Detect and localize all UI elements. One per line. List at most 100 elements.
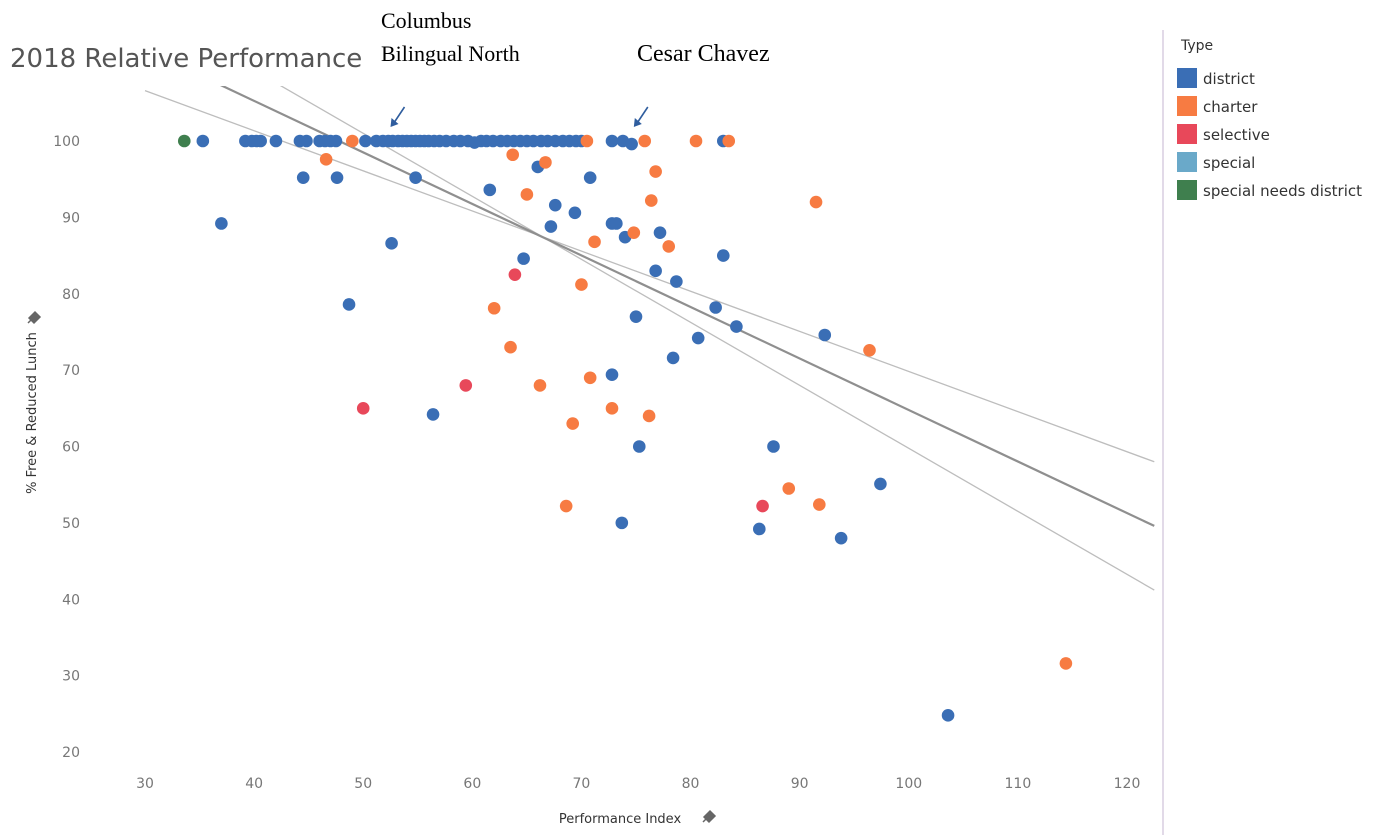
- point-district: [625, 137, 638, 151]
- annotation-arrow: [633, 106, 649, 127]
- legend-swatch: [1177, 96, 1197, 116]
- point-charter: [583, 371, 597, 385]
- point-charter: [566, 417, 580, 430]
- y-tick-label: 80: [62, 287, 80, 303]
- x-tick-label: 80: [682, 776, 700, 792]
- point-charter: [504, 340, 517, 354]
- legend: Type district charter selective special spec…: [1177, 38, 1362, 200]
- point-district: [632, 440, 646, 453]
- point-district: [385, 237, 398, 250]
- point-charter: [813, 498, 826, 511]
- point-charter: [588, 235, 601, 249]
- y-tick-label: 20: [62, 745, 80, 761]
- point-district: [296, 171, 310, 184]
- point-district: [653, 226, 667, 239]
- legend-item-district: district: [1177, 68, 1255, 88]
- point-district: [426, 408, 440, 421]
- x-tick-label: 40: [245, 776, 263, 792]
- point-district: [330, 171, 344, 184]
- point-selective: [508, 268, 522, 281]
- point-district: [666, 351, 680, 365]
- point-selective: [459, 379, 473, 392]
- annotation-columbus-line2: Bilingual North: [381, 41, 520, 66]
- point-district: [342, 298, 356, 311]
- y-axis-ticks: 20 30 40 50 60 70 80 90 100: [53, 134, 80, 761]
- point-charter: [319, 153, 333, 166]
- point-charter: [627, 226, 641, 239]
- legend-swatch: [1177, 152, 1197, 172]
- point-district: [215, 217, 228, 230]
- x-axis-title-text: Performance Index: [559, 812, 682, 827]
- point-charter: [1059, 657, 1073, 670]
- x-axis-title: Performance Index: [559, 809, 717, 827]
- annotation-columbus-line1: Columbus: [381, 8, 471, 33]
- point-district: [670, 275, 683, 288]
- x-tick-label: 70: [573, 776, 591, 792]
- point-charter: [649, 165, 662, 178]
- point-selective: [356, 402, 370, 415]
- point-district: [517, 252, 530, 265]
- point-district: [409, 171, 422, 184]
- point-district: [709, 301, 722, 314]
- point-district: [548, 198, 562, 212]
- y-tick-label: 70: [62, 363, 80, 379]
- point-district: [544, 220, 558, 233]
- legend-label: special: [1203, 154, 1255, 172]
- point-district: [269, 134, 283, 148]
- point-charter: [782, 482, 796, 495]
- x-tick-label: 30: [136, 776, 154, 792]
- point-charter: [580, 134, 594, 148]
- legend-item-special: special: [1177, 152, 1255, 172]
- y-tick-label: 60: [62, 440, 80, 456]
- legend-label: district: [1203, 70, 1255, 88]
- annotation-arrow: [390, 106, 406, 127]
- point-charter: [644, 194, 658, 207]
- point-district: [196, 134, 210, 148]
- point-charter: [575, 278, 588, 291]
- point-district: [730, 320, 743, 333]
- pin-icon: [702, 809, 717, 824]
- point-district: [716, 249, 730, 262]
- y-axis-title: % Free & Reduced Lunch: [25, 310, 42, 494]
- point-charter: [863, 343, 876, 357]
- point-district: [359, 134, 372, 148]
- x-tick-label: 90: [791, 776, 809, 792]
- pin-icon: [27, 310, 42, 325]
- point-charter: [809, 195, 823, 209]
- trend-lower-band: [279, 86, 1155, 591]
- point-district: [874, 477, 887, 491]
- y-tick-label: 30: [62, 669, 80, 685]
- legend-swatch: [1177, 180, 1197, 200]
- point-district: [583, 171, 597, 184]
- y-tick-label: 50: [62, 516, 80, 532]
- point-district: [615, 516, 629, 530]
- point-district: [329, 134, 343, 148]
- y-axis-title-text: % Free & Reduced Lunch: [25, 332, 40, 494]
- point-charter: [689, 134, 703, 148]
- point-district: [691, 331, 705, 345]
- point-district: [629, 310, 643, 323]
- legend-swatch: [1177, 68, 1197, 88]
- chart-title: 2018 Relative Performance: [10, 44, 362, 74]
- point-district: [300, 134, 313, 148]
- point-district: [254, 134, 267, 148]
- annotation-arrows: [390, 106, 649, 127]
- legend-items: district charter selective special special n…: [1177, 68, 1362, 200]
- point-district: [605, 368, 619, 382]
- point-selective: [756, 499, 769, 513]
- y-tick-label: 40: [62, 592, 80, 608]
- point-district: [752, 522, 766, 536]
- y-tick-label: 90: [62, 210, 80, 226]
- point-charter: [487, 301, 501, 315]
- point-charter: [605, 402, 619, 415]
- point-district: [483, 183, 497, 197]
- point-charter: [642, 409, 656, 423]
- trend-lines: [144, 86, 1155, 591]
- point-district: [834, 531, 848, 545]
- data-points: [177, 134, 1073, 722]
- point-district: [649, 264, 662, 278]
- point-district: [605, 134, 619, 148]
- y-tick-label: 100: [53, 134, 80, 150]
- annotation-cesar-chavez: Cesar Chavez: [637, 41, 770, 67]
